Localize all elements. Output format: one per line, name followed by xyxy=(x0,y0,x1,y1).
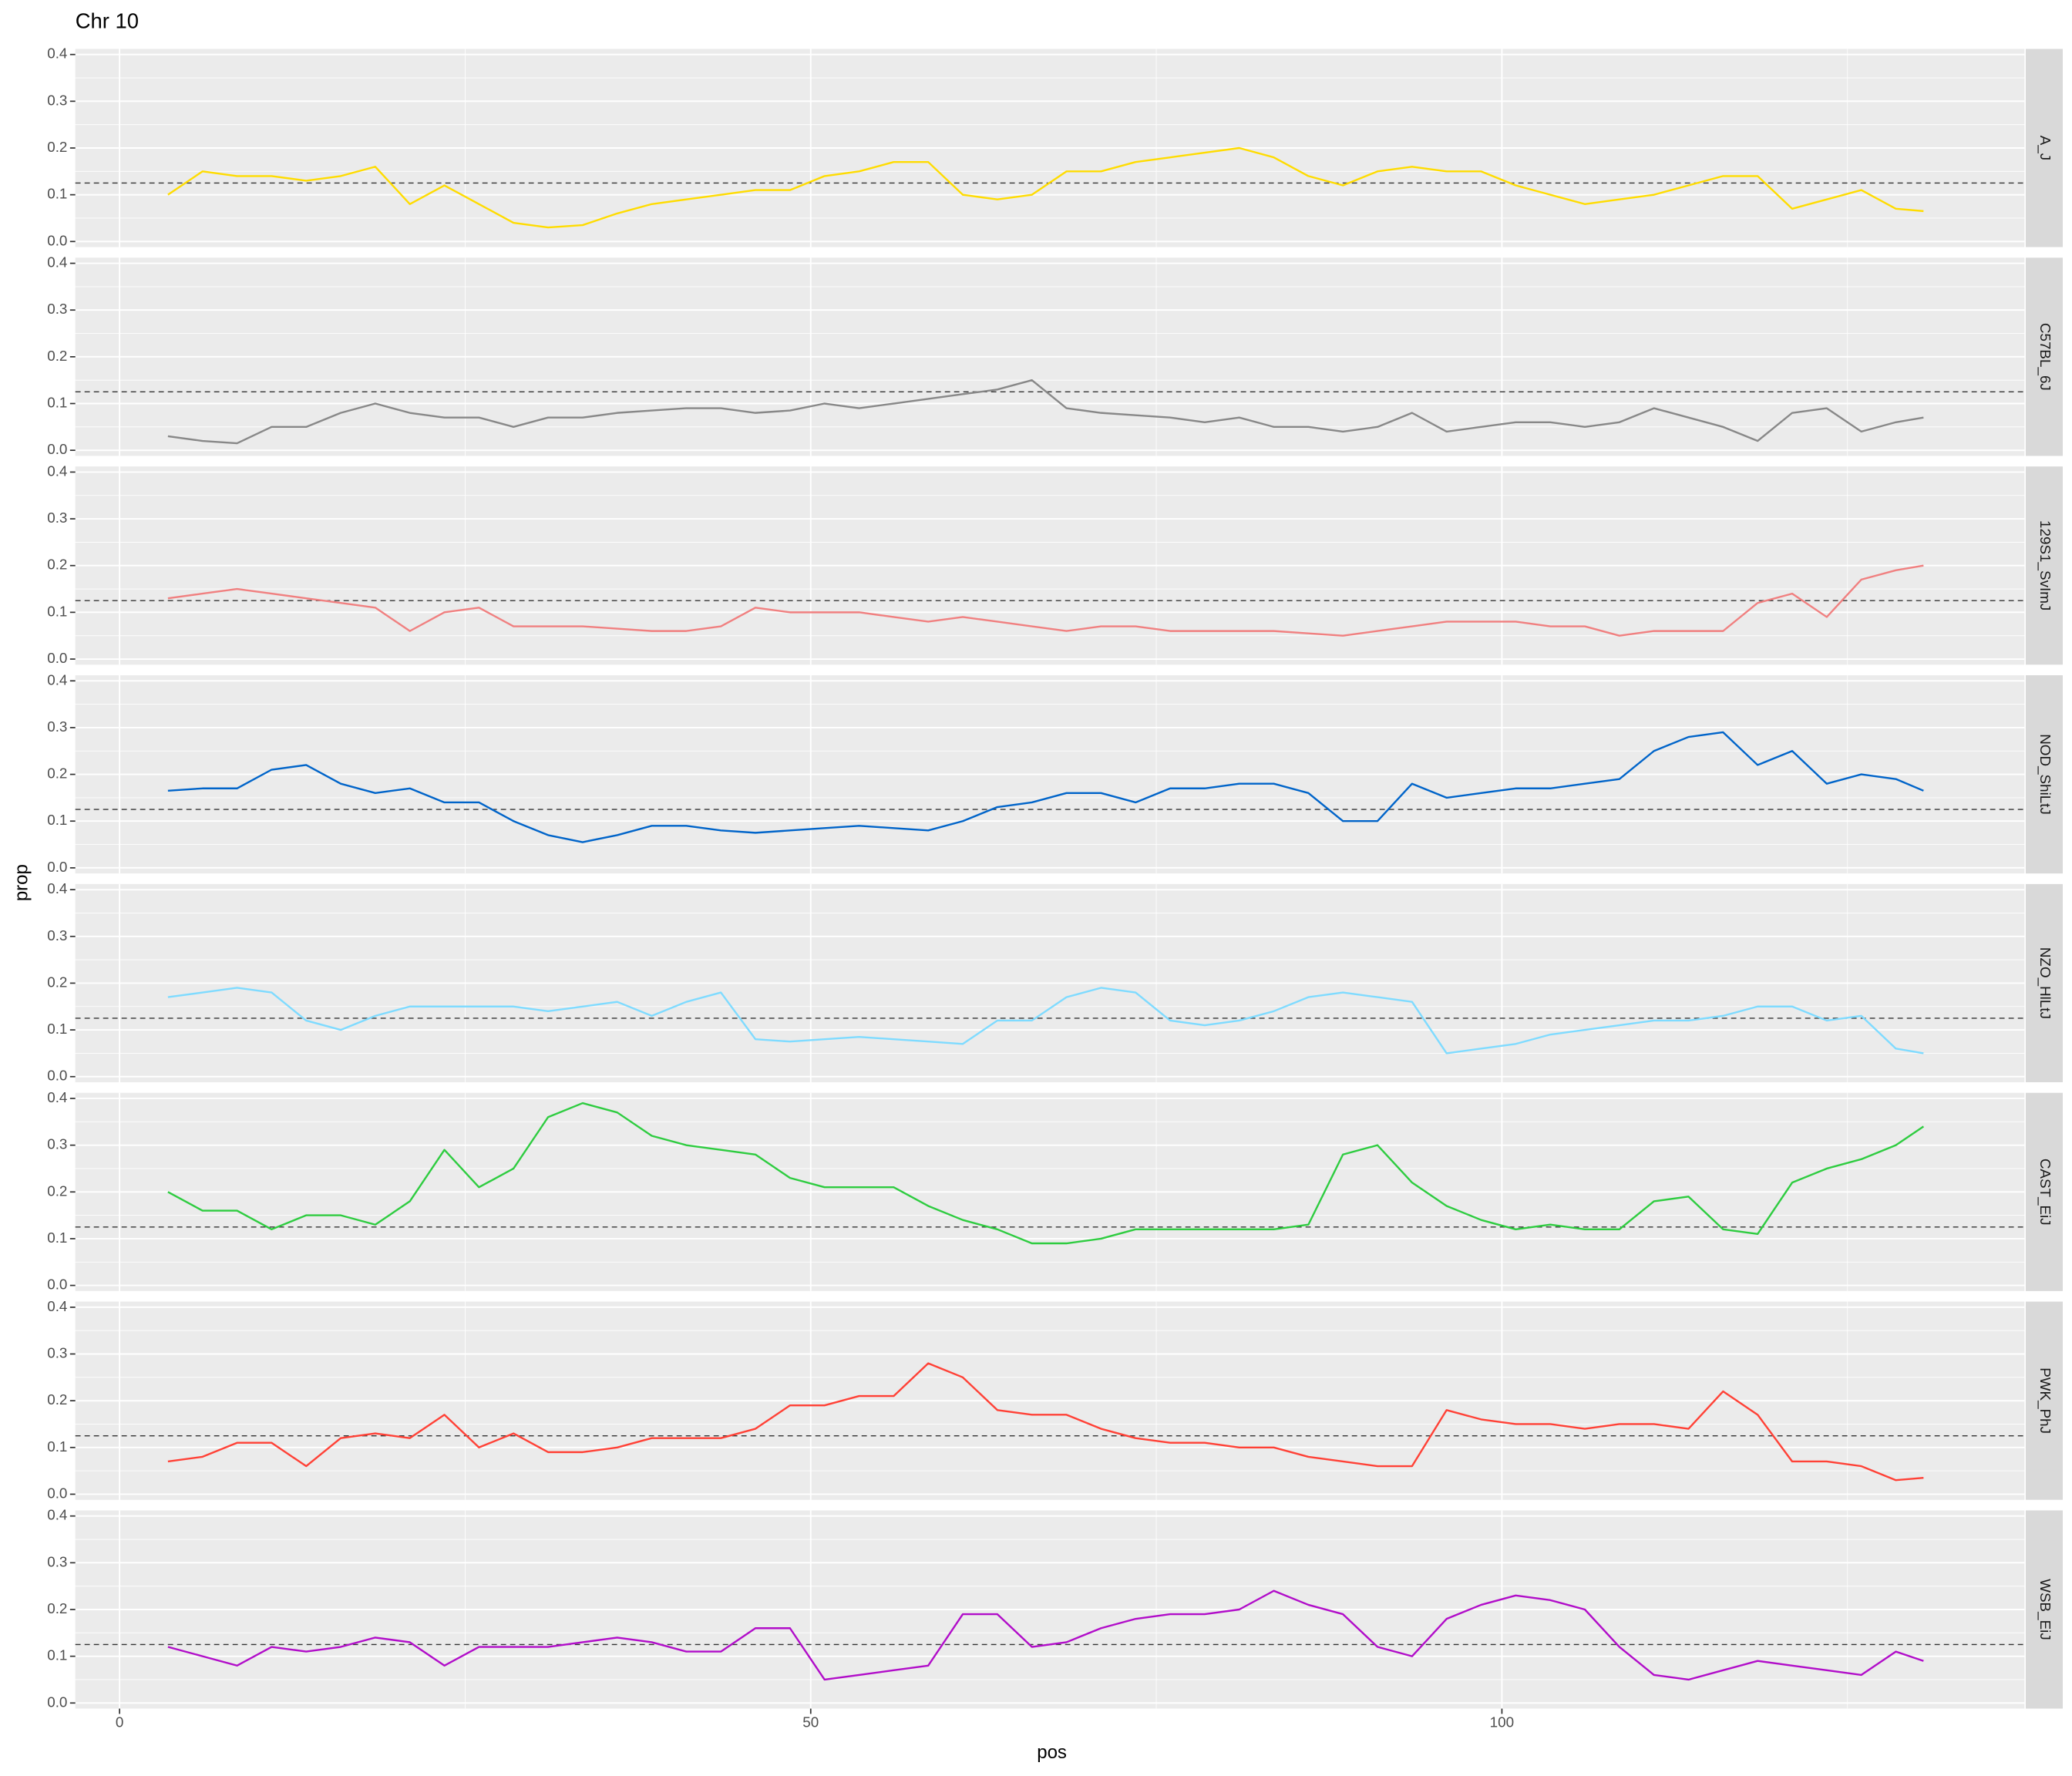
y-tick-label: 0.4 xyxy=(47,45,67,62)
x-tick-label: 0 xyxy=(116,1714,123,1730)
chart-title: Chr 10 xyxy=(76,8,139,32)
series-line xyxy=(167,1362,1924,1482)
y-tick-label: 0.2 xyxy=(47,348,67,364)
y-tick-label: 0.4 xyxy=(47,880,67,896)
facet-strip xyxy=(2026,675,2063,874)
facet-strip xyxy=(2026,1301,2063,1500)
x-tick-label: 100 xyxy=(1490,1714,1514,1730)
y-tick-label: 0.3 xyxy=(47,1136,67,1152)
x-tick-label: 50 xyxy=(802,1714,819,1730)
y-tick-label: 0.2 xyxy=(47,1182,67,1199)
series-line xyxy=(167,378,1924,445)
facet-strip xyxy=(2026,1092,2063,1291)
series-line xyxy=(167,731,1924,843)
series-line xyxy=(167,146,1924,229)
facet-label: CAST_EiJ xyxy=(2037,1159,2054,1226)
facet-label: WSB_EiJ xyxy=(2037,1579,2054,1640)
y-tick-label: 0.3 xyxy=(47,92,67,108)
y-tick-label: 0.4 xyxy=(47,671,67,688)
y-tick-label: 0.0 xyxy=(47,1276,67,1293)
facet-label: PWK_PhJ xyxy=(2037,1367,2054,1434)
y-tick-label: 0.4 xyxy=(47,462,67,479)
y-tick-label: 0.1 xyxy=(47,394,67,410)
y-tick-label: 0.4 xyxy=(47,254,67,271)
y-tick-label: 0.0 xyxy=(47,650,67,666)
facet-label: A_J xyxy=(2037,136,2054,160)
facet-strip xyxy=(2026,257,2063,456)
facet-strip xyxy=(2026,466,2063,665)
y-tick-label: 0.3 xyxy=(47,927,67,944)
series-line xyxy=(167,987,1924,1054)
y-tick-label: 0.4 xyxy=(47,1298,67,1314)
y-axis-label: prop xyxy=(11,864,32,901)
facet-strip xyxy=(2026,49,2063,247)
series-line xyxy=(167,1589,1924,1681)
y-tick-label: 0.1 xyxy=(47,186,67,202)
facet-strip xyxy=(2026,1510,2063,1709)
y-tick-label: 0.0 xyxy=(47,232,67,248)
y-tick-label: 0.1 xyxy=(47,603,67,619)
y-tick-label: 0.2 xyxy=(47,1600,67,1616)
y-tick-label: 0.1 xyxy=(47,1647,67,1663)
y-tick-label: 0.2 xyxy=(47,557,67,573)
y-tick-label: 0.0 xyxy=(47,1694,67,1710)
y-tick-label: 0.2 xyxy=(47,139,67,155)
y-tick-label: 0.3 xyxy=(47,1344,67,1361)
y-tick-label: 0.2 xyxy=(47,765,67,782)
x-axis-label: pos xyxy=(1037,1742,1067,1763)
facet-label: NOD_ShiLtJ xyxy=(2037,734,2054,815)
series-line xyxy=(167,564,1924,637)
y-tick-label: 0.0 xyxy=(47,1485,67,1501)
facet-label: NZO_HlLtJ xyxy=(2037,947,2054,1019)
y-tick-label: 0.1 xyxy=(47,1229,67,1246)
facet-label: C57BL_6J xyxy=(2037,323,2054,391)
y-tick-label: 0.4 xyxy=(47,1507,67,1523)
y-tick-label: 0.0 xyxy=(47,441,67,457)
series-line xyxy=(167,1102,1925,1245)
y-tick-label: 0.4 xyxy=(47,1089,67,1105)
y-tick-label: 0.3 xyxy=(47,718,67,735)
y-tick-label: 0.0 xyxy=(47,1068,67,1084)
y-tick-label: 0.0 xyxy=(47,859,67,875)
y-tick-label: 0.1 xyxy=(47,812,67,828)
y-tick-label: 0.3 xyxy=(47,1553,67,1569)
facet-label: 129S1_SvImJ xyxy=(2037,520,2054,610)
facet-strip xyxy=(2026,883,2063,1082)
y-tick-label: 0.3 xyxy=(47,510,67,526)
y-tick-label: 0.1 xyxy=(47,1021,67,1037)
y-tick-label: 0.1 xyxy=(47,1438,67,1455)
y-tick-label: 0.3 xyxy=(47,301,67,317)
y-tick-label: 0.2 xyxy=(47,1391,67,1408)
y-tick-label: 0.2 xyxy=(47,974,67,990)
